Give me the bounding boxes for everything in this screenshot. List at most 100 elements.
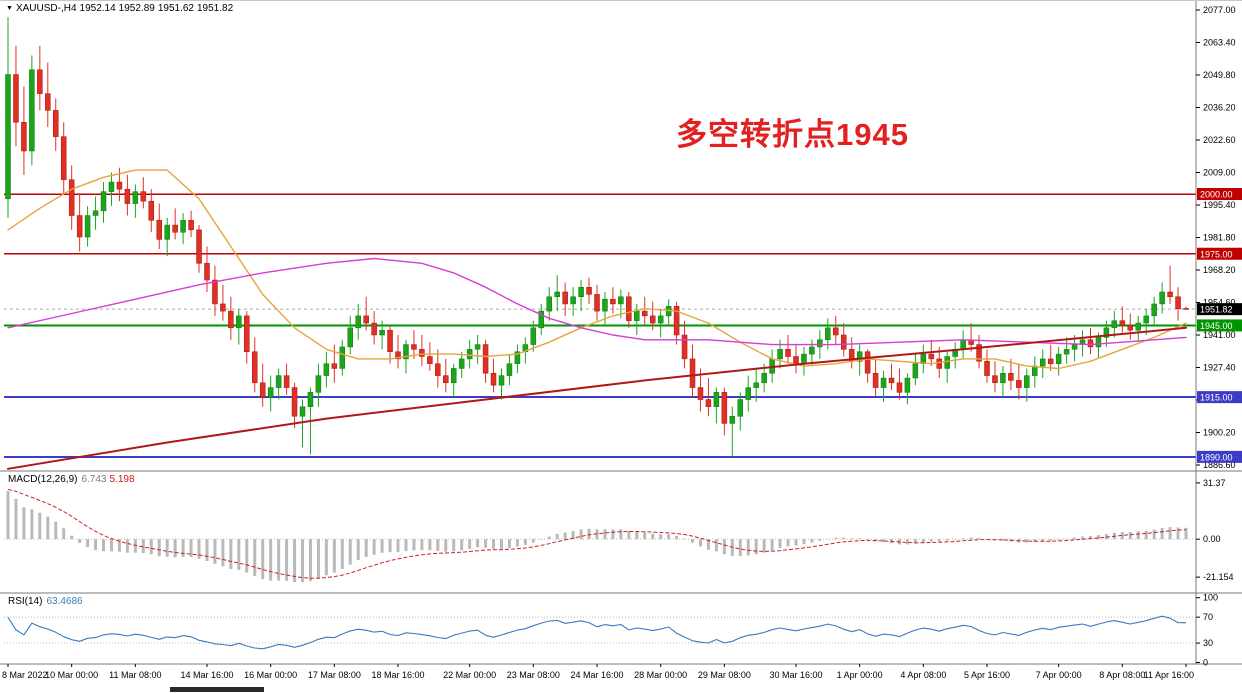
- candle-body: [1087, 339, 1094, 348]
- candle-body: [976, 344, 982, 362]
- candle-body: [291, 387, 298, 417]
- candle-body: [498, 375, 505, 386]
- price-tick-label: 1981.80: [1203, 233, 1236, 243]
- candle-body: [307, 392, 314, 407]
- date-label: 24 Mar 16:00: [570, 670, 623, 680]
- candle-body: [1000, 372, 1006, 384]
- candle-body: [618, 296, 624, 305]
- candle-body: [196, 229, 202, 264]
- price-tick-label: 2022.60: [1203, 135, 1236, 145]
- candle-body: [562, 291, 568, 305]
- candle-body: [228, 310, 234, 329]
- date-label: 8 Apr 08:00: [1099, 670, 1145, 680]
- candle-body: [188, 220, 194, 231]
- candle-body: [761, 372, 767, 384]
- ma-slow-magenta-line: [7, 257, 1187, 346]
- price-tick-label: 1900.20: [1203, 428, 1236, 438]
- candle-body: [904, 377, 911, 393]
- candle-body: [5, 74, 11, 200]
- chevron-down-icon[interactable]: ▼: [6, 5, 13, 12]
- candle-body: [490, 372, 497, 386]
- candle-body: [1119, 320, 1126, 326]
- candle-body: [1055, 353, 1062, 364]
- scrollbar-thumb[interactable]: [170, 687, 264, 692]
- candle-body: [673, 306, 680, 336]
- macd-pane[interactable]: 31.37 0.00 -21.154: [4, 478, 1234, 583]
- candle-body: [116, 181, 123, 190]
- rsi-tick-label: 30: [1203, 638, 1213, 648]
- macd-tick-label: 0.00: [1203, 534, 1221, 544]
- candle-body: [275, 375, 282, 388]
- candle-body: [132, 191, 139, 204]
- candle-body: [944, 356, 950, 369]
- rsi-indicator-label: RSI(14) 63.4686: [8, 596, 83, 607]
- date-label: 1 Apr 00:00: [837, 670, 883, 680]
- macd-tick-label: 31.37: [1203, 478, 1226, 488]
- price-label-text: 1975.00: [1200, 249, 1233, 259]
- candle-body: [148, 200, 155, 221]
- date-label: 16 Mar 00:00: [244, 670, 297, 680]
- candle-body: [164, 224, 170, 240]
- price-tick-label: 1954.60: [1203, 298, 1236, 308]
- candle-body: [37, 69, 43, 94]
- candle-body: [212, 279, 218, 305]
- candle-body: [339, 346, 346, 369]
- rsi-tick-label: 100: [1203, 593, 1218, 603]
- candle-body: [1103, 327, 1110, 338]
- candle-body: [642, 310, 648, 317]
- candle-body: [299, 406, 306, 417]
- candle-body: [108, 181, 115, 192]
- candle-body: [1183, 308, 1189, 310]
- rsi-tick-label: 0: [1203, 658, 1208, 668]
- candle-body: [315, 375, 322, 393]
- candle-body: [140, 191, 147, 202]
- date-label: 10 Mar 00:00: [45, 670, 98, 680]
- candle-body: [554, 291, 560, 298]
- candle-body: [817, 339, 823, 348]
- rsi-tick-label: 70: [1203, 612, 1213, 622]
- date-label: 23 Mar 08:00: [507, 670, 560, 680]
- candle-body: [251, 351, 258, 384]
- candle-body: [395, 351, 401, 360]
- price-tick-label: 1968.20: [1203, 265, 1236, 275]
- candle-body: [1063, 349, 1070, 355]
- date-label: 4 Apr 08:00: [900, 670, 946, 680]
- price-label-box: [1197, 391, 1242, 404]
- price-tick-label: 1927.40: [1203, 363, 1236, 373]
- candle-body: [610, 298, 616, 305]
- candle-body: [689, 358, 696, 388]
- candle-body: [649, 315, 656, 324]
- macd-signal-line: [7, 488, 1187, 579]
- ohlc-close: 1951.82: [196, 3, 234, 14]
- rsi-title: RSI(14): [8, 596, 43, 607]
- candle-body: [220, 303, 226, 312]
- candle-body: [864, 351, 871, 374]
- candle-body: [1008, 372, 1014, 381]
- candle-body: [896, 382, 903, 393]
- ohlc-low: 1951.62: [157, 3, 194, 14]
- candle-body: [355, 315, 361, 329]
- candle-body: [634, 310, 640, 321]
- candle-body: [833, 327, 839, 336]
- candle-body: [84, 215, 91, 238]
- candle-body: [1047, 358, 1054, 364]
- price-axis[interactable]: 2077.00 2063.40 2049.80 2036.20 2022.60 2009.…: [1196, 5, 1242, 470]
- macd-signal-value: 5.198: [109, 474, 135, 485]
- rsi-pane[interactable]: 100 70 30 0: [4, 593, 1218, 668]
- candle-body: [912, 363, 919, 379]
- rsi-line: [7, 615, 1187, 650]
- candle-body: [443, 375, 449, 384]
- ma-lines-layer: [7, 169, 1187, 470]
- chart-annotation-text: 多空转折点1945: [676, 117, 909, 152]
- date-label: 18 Mar 16:00: [371, 670, 424, 680]
- candle-body: [586, 286, 592, 295]
- candle-body: [53, 110, 59, 137]
- candle-body: [419, 349, 425, 357]
- candle-body: [801, 353, 807, 364]
- candle-body: [466, 349, 473, 360]
- candle-body: [13, 74, 19, 123]
- price-tick-label: 2009.00: [1203, 168, 1236, 178]
